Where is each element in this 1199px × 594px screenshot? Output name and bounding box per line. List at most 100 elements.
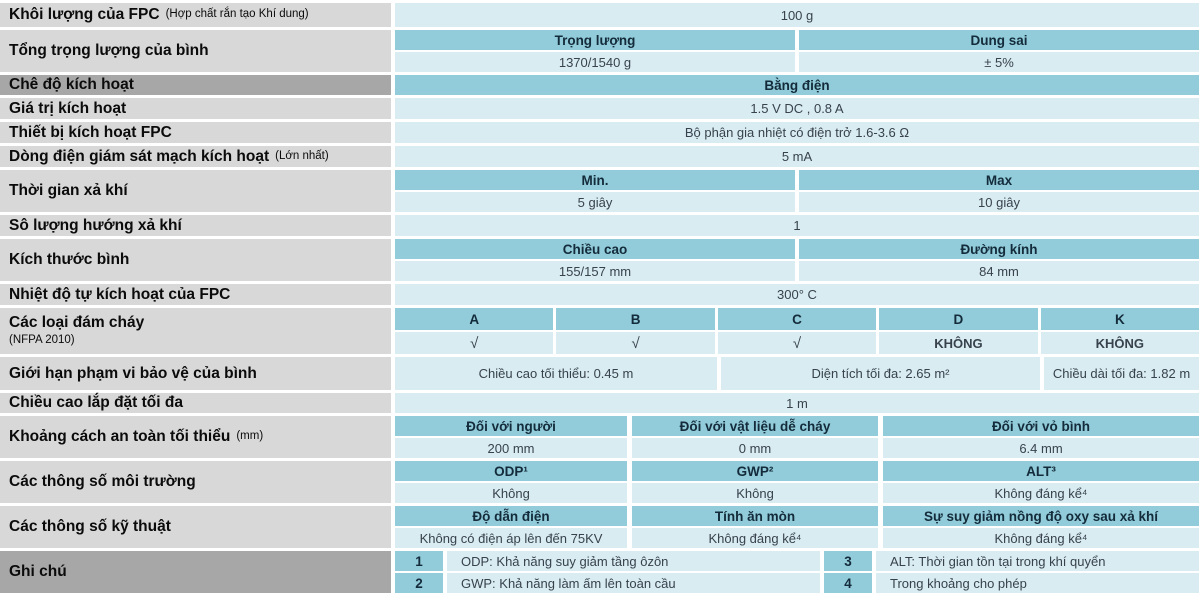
value-cell: 84 mm: [799, 261, 1199, 281]
value-cell: 155/157 mm: [395, 261, 795, 281]
note-number: 1: [395, 551, 443, 571]
row-label-activation-device: Thiết bị kích hoạt FPC: [0, 122, 391, 143]
fire-class-mark: KHÔNG: [1040, 332, 1199, 354]
header-cell: Min.: [395, 170, 795, 190]
row-label-auto-activation-temp: Nhiệt độ tự kích hoạt của FPC: [0, 284, 391, 305]
fire-class-mark: KHÔNG: [879, 332, 1038, 354]
table-row: Các thông số kỹ thuật Độ dẫn điện Tính ă…: [0, 506, 1199, 548]
value-cell: Không có điện áp lên đến 75KV: [395, 528, 627, 548]
row-label-text: Thiết bị kích hoạt FPC: [9, 123, 172, 141]
row-label-text: Thời gian xả khí: [9, 182, 128, 200]
value-cell: 300° C: [395, 284, 1199, 305]
header-cell: ALT³: [883, 461, 1199, 481]
row-label-text: Giới hạn phạm vi bảo vệ của bình: [9, 364, 257, 382]
table-row: Tổng trọng lượng của bình Trọng lượng Du…: [0, 30, 1199, 72]
table-row: Các loại đám cháy (NFPA 2010) A B C D K …: [0, 308, 1199, 354]
table-row: Kích thước bình Chiều cao Đường kính 155…: [0, 239, 1199, 281]
fire-class-header: C: [717, 308, 877, 330]
header-cell: ODP¹: [395, 461, 627, 481]
value-cell: 200 mm: [395, 438, 627, 458]
row-label-text: Nhiệt độ tự kích hoạt của FPC: [9, 285, 231, 303]
value-cell: 1.5 V DC , 0.8 A: [395, 98, 1199, 119]
row-label-text: Các loại đám cháy: [9, 314, 145, 332]
row-label-text: Ghi chú: [9, 563, 67, 581]
header-cell: Đối với vật liệu dễ cháy: [632, 416, 878, 436]
row-label-environment-params: Các thông số môi trường: [0, 461, 391, 503]
fire-class-mark: √: [395, 332, 554, 354]
table-row: Chê độ kích hoạt Bằng điện: [0, 75, 1199, 95]
row-label-text: Khoảng cách an toàn tối thiểu: [9, 428, 231, 446]
row-label-discharge-time: Thời gian xả khí: [0, 170, 391, 212]
value-cell: Bộ phận gia nhiệt có điện trở 1.6-3.6 Ω: [395, 122, 1199, 143]
row-label-text: Dòng điện giám sát mạch kích hoạt: [9, 147, 270, 165]
row-label-fire-classes: Các loại đám cháy (NFPA 2010): [0, 308, 391, 354]
value-cell: 0 mm: [632, 438, 878, 458]
header-cell: Độ dẫn điện: [395, 506, 627, 526]
fire-class-header: A: [395, 308, 554, 330]
note-number: 3: [824, 551, 872, 571]
table-row: Nhiệt độ tự kích hoạt của FPC 300° C: [0, 284, 1199, 305]
value-cell: 1: [395, 215, 1199, 236]
header-cell: Đối với vỏ bình: [883, 416, 1199, 436]
note-text: ODP: Khả năng suy giảm tầng ôzôn: [447, 551, 820, 571]
value-cell: 5 mA: [395, 146, 1199, 167]
row-label-protection-range: Giới hạn phạm vi bảo vệ của bình: [0, 357, 391, 390]
row-label-activation-value: Giá trị kích hoạt: [0, 98, 391, 119]
row-label-total-weight: Tổng trọng lượng của bình: [0, 30, 391, 72]
value-cell: Không đáng kể⁴: [883, 483, 1199, 503]
row-label-discharge-directions: Sô lượng hướng xả khí: [0, 215, 391, 236]
value-cell: 6.4 mm: [883, 438, 1199, 458]
fire-class-mark: √: [556, 332, 715, 354]
header-cell: Sự suy giảm nồng độ oxy sau xả khí: [883, 506, 1199, 526]
row-label-note: (mm): [236, 430, 264, 443]
header-cell: Đường kính: [799, 239, 1199, 259]
row-label-note: (NFPA 2010): [9, 334, 75, 347]
table-row: Giới hạn phạm vi bảo vệ của bình Chiều c…: [0, 357, 1199, 390]
note-number: 4: [824, 573, 872, 593]
note-number: 2: [395, 573, 443, 593]
row-label-monitor-current: Dòng điện giám sát mạch kích hoạt (Lớn n…: [0, 146, 391, 167]
note-text: Trong khoảng cho phép: [876, 573, 1199, 593]
value-cell: Không: [395, 483, 627, 503]
value-cell: 10 giây: [799, 192, 1199, 212]
table-row: Khoảng cách an toàn tối thiểu (mm) Đối v…: [0, 416, 1199, 458]
row-label-note: (Lớn nhất): [275, 149, 329, 162]
row-label-max-install-height: Chiều cao lắp đặt tối đa: [0, 393, 391, 413]
note-text: GWP: Khả năng làm ấm lên toàn cầu: [447, 573, 820, 593]
row-label-activation-mode: Chê độ kích hoạt: [0, 75, 391, 95]
table-row: Khôi lượng của FPC (Hợp chất rắn tạo Khí…: [0, 3, 1199, 27]
table-row: Thiết bị kích hoạt FPC Bộ phận gia nhiệt…: [0, 122, 1199, 143]
header-cell: Tính ăn mòn: [632, 506, 878, 526]
header-cell: GWP²: [632, 461, 878, 481]
value-cell: 5 giây: [395, 192, 795, 212]
row-label-text: Kích thước bình: [9, 251, 130, 269]
value-cell: Diện tích tối đa: 2.65 m²: [721, 357, 1040, 390]
header-cell: Chiều cao: [395, 239, 795, 259]
row-label-text: Các thông số môi trường: [9, 473, 196, 491]
row-label-safe-distance: Khoảng cách an toàn tối thiểu (mm): [0, 416, 391, 458]
fire-class-header: K: [1040, 308, 1199, 330]
fire-class-header: B: [556, 308, 715, 330]
row-label-fpc-mass: Khôi lượng của FPC (Hợp chất rắn tạo Khí…: [0, 3, 391, 27]
row-label-technical-params: Các thông số kỹ thuật: [0, 506, 391, 548]
value-cell: 100 g: [395, 3, 1199, 27]
table-row: Các thông số môi trường ODP¹ GWP² ALT³ K…: [0, 461, 1199, 503]
value-cell: Không đáng kể⁴: [883, 528, 1199, 548]
table-row: Thời gian xả khí Min. Max 5 giây 10 giây: [0, 170, 1199, 212]
row-label-text: Giá trị kích hoạt: [9, 99, 127, 117]
value-cell: Chiều dài tối đa: 1.82 m: [1044, 357, 1199, 390]
fire-class-header: D: [879, 308, 1038, 330]
table-row: Sô lượng hướng xả khí 1: [0, 215, 1199, 236]
row-label-note: (Hợp chất rắn tạo Khí dung): [165, 8, 309, 21]
row-label-text: Chê độ kích hoạt: [9, 76, 134, 94]
header-cell: Đối với người: [395, 416, 627, 436]
fire-class-mark: √: [717, 332, 877, 354]
row-label-dimensions: Kích thước bình: [0, 239, 391, 281]
row-label-text: Khôi lượng của FPC: [9, 6, 160, 24]
header-cell: Dung sai: [799, 30, 1199, 50]
row-label-text: Sô lượng hướng xả khí: [9, 216, 182, 234]
value-cell: Chiều cao tối thiểu: 0.45 m: [395, 357, 717, 390]
header-cell: Max: [799, 170, 1199, 190]
value-cell: ± 5%: [799, 52, 1199, 72]
